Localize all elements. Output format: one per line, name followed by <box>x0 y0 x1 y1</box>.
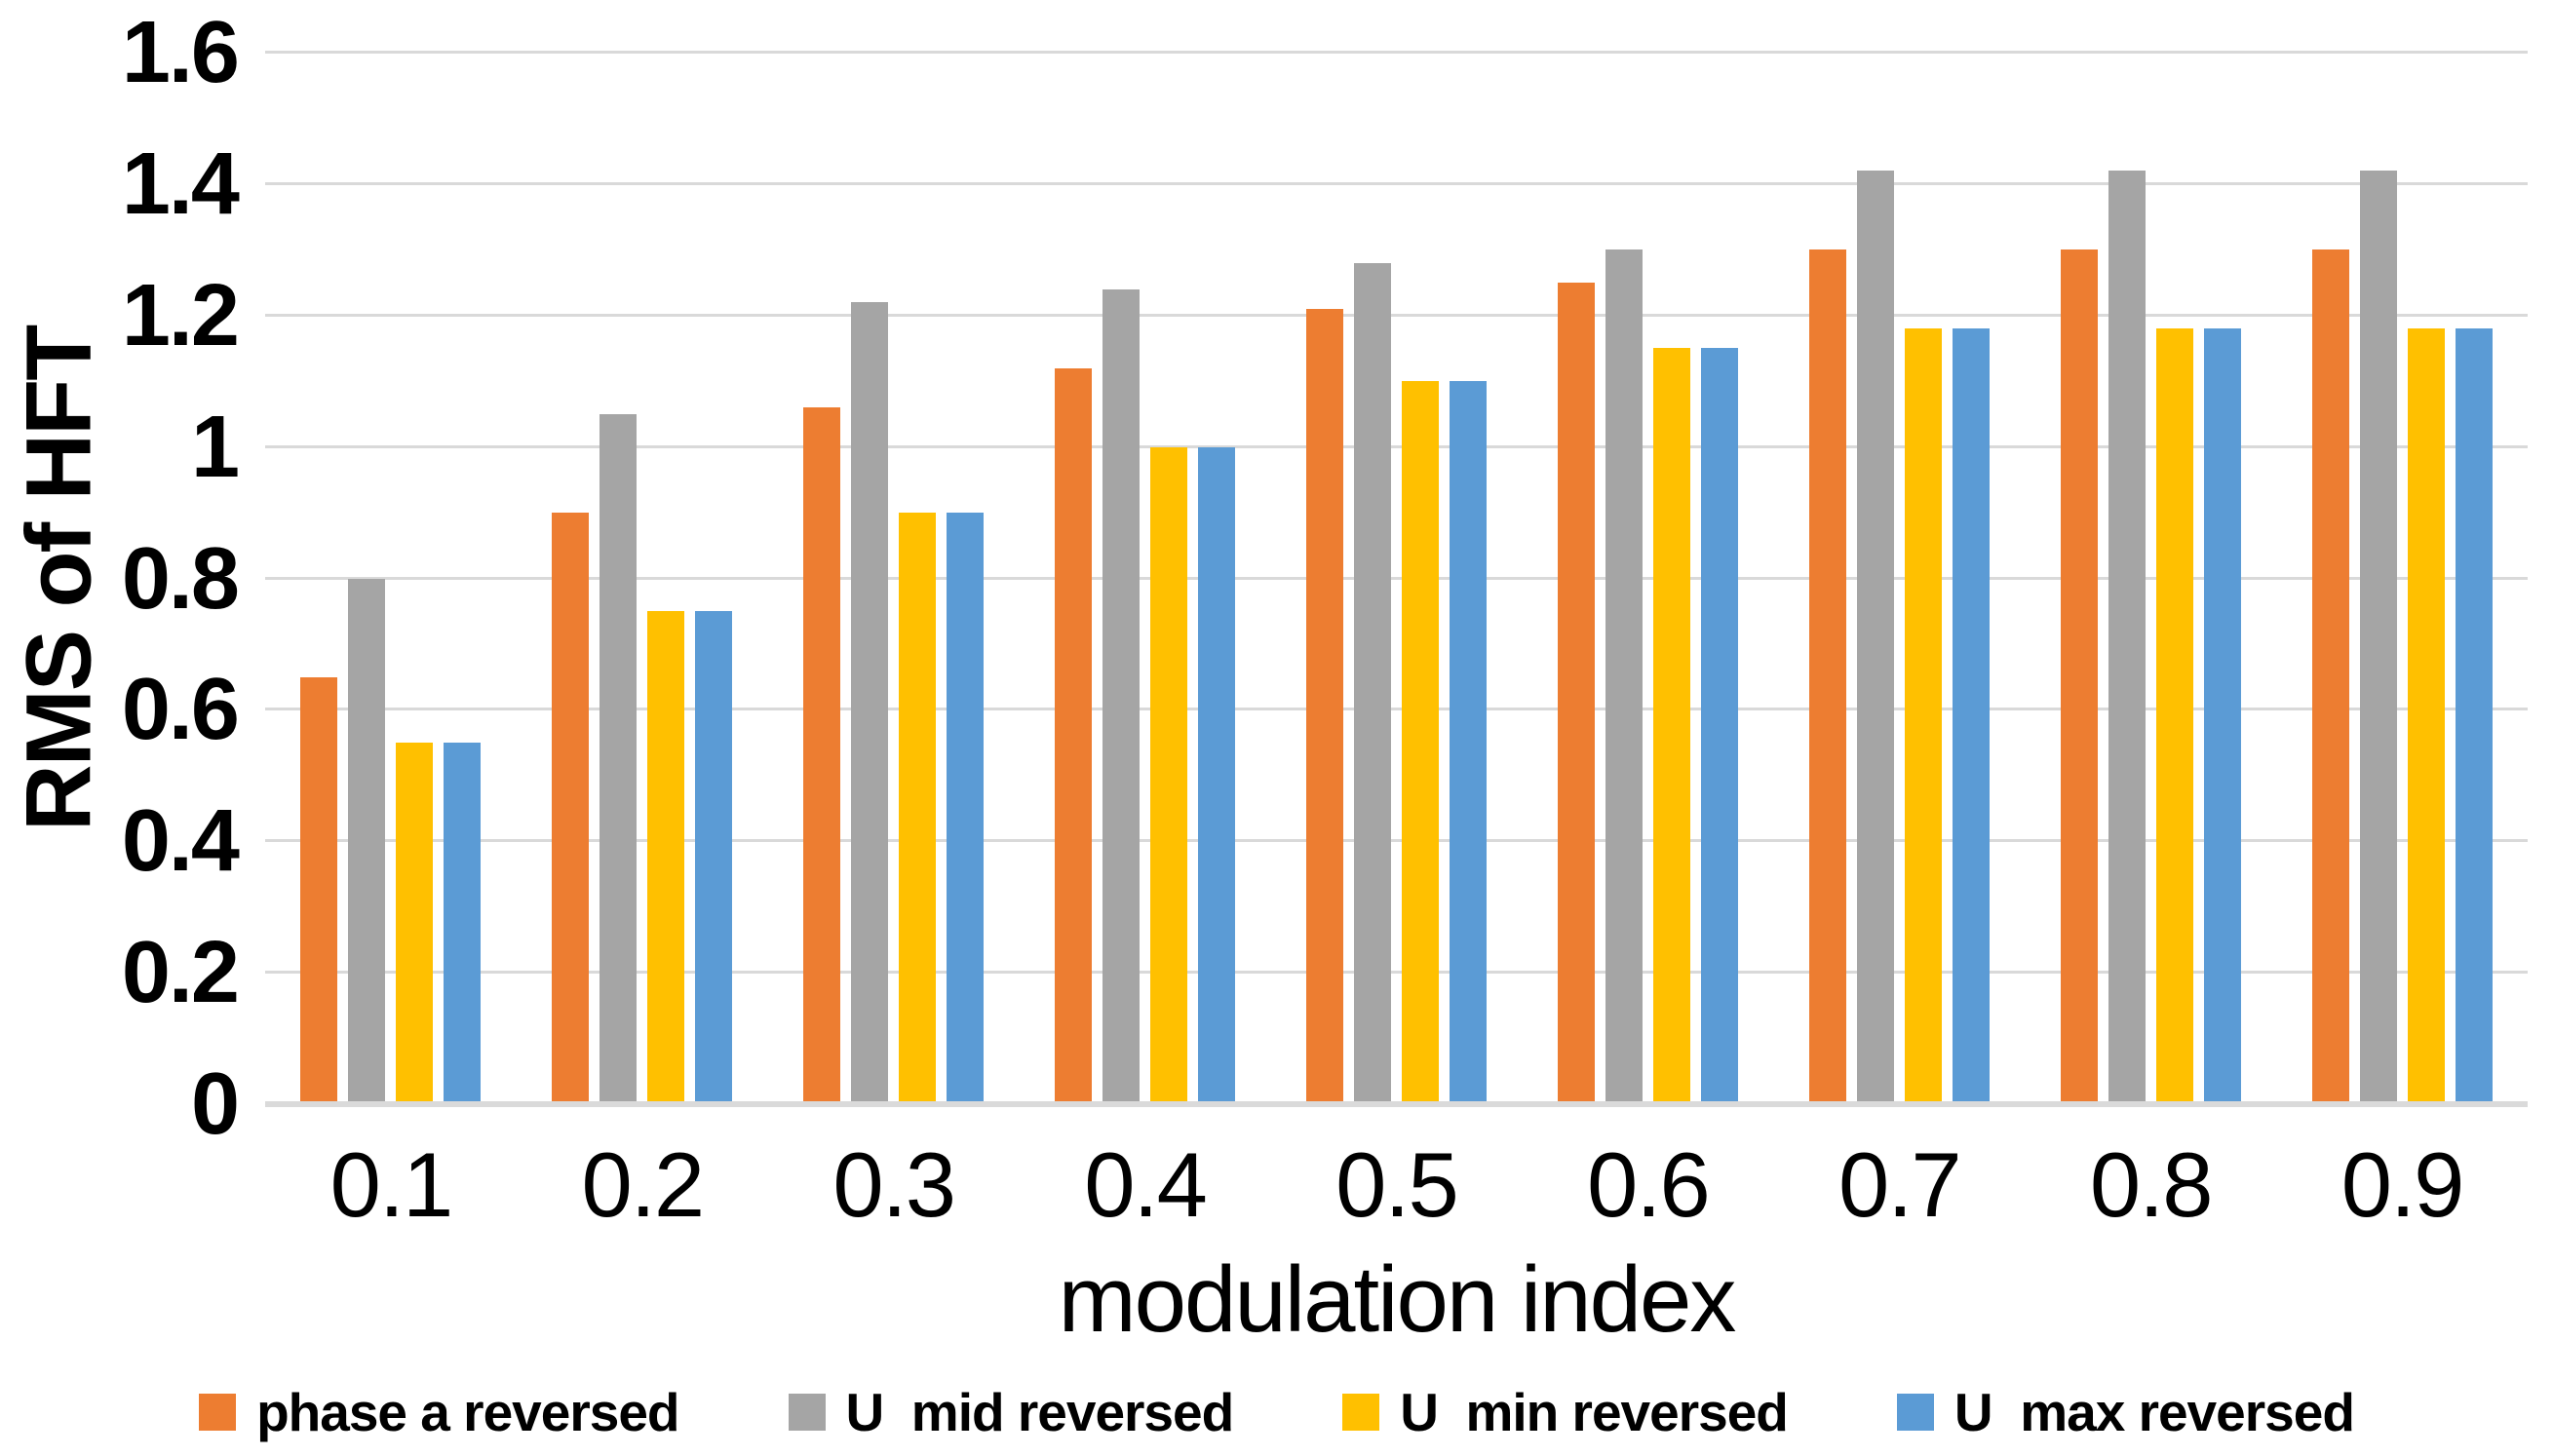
y-tick-label: 0.2 <box>121 924 240 1022</box>
bar <box>444 743 482 1104</box>
bar <box>1904 328 1942 1104</box>
x-axis-ticks: 0.1 0.2 0.3 0.4 0.5 0.6 0.7 0.8 0.9 <box>265 1133 2528 1236</box>
bar <box>2311 249 2349 1104</box>
bar-group <box>2025 53 2276 1104</box>
bar <box>1055 367 1093 1104</box>
bar <box>552 513 590 1104</box>
bar-series-area <box>265 53 2528 1104</box>
legend-swatch <box>1896 1394 1934 1431</box>
bar <box>2455 328 2493 1104</box>
legend-item: phase a reversed <box>199 1381 680 1442</box>
bar-group <box>1773 53 2025 1104</box>
x-axis-title: modulation index <box>1058 1247 1737 1352</box>
legend-item: U max reversed <box>1896 1381 2355 1442</box>
gridline <box>265 181 2528 185</box>
bar <box>300 676 338 1104</box>
bar <box>1450 381 1487 1104</box>
bar-group <box>517 53 768 1104</box>
x-tick-label: 0.8 <box>2089 1133 2214 1236</box>
bar <box>2359 171 2397 1104</box>
bar <box>947 513 985 1104</box>
plot-area <box>265 51 2528 1107</box>
gridline <box>265 313 2528 317</box>
bar <box>1952 328 1990 1104</box>
gridline <box>265 576 2528 580</box>
legend: phase a reversed U mid reversed U min reve… <box>0 1382 2553 1442</box>
legend-swatch <box>788 1394 826 1431</box>
gridline <box>265 839 2528 843</box>
x-tick-label: 0.5 <box>1335 1133 1459 1236</box>
bar-group <box>265 53 517 1104</box>
legend-item: U min reversed <box>1342 1381 1789 1442</box>
x-tick-label: 0.6 <box>1587 1133 1711 1236</box>
x-tick-label: 0.3 <box>832 1133 956 1236</box>
bar-group <box>1271 53 1523 1104</box>
y-tick-label: 0.8 <box>121 529 240 628</box>
bar <box>2155 328 2193 1104</box>
legend-item: U mid reversed <box>788 1381 1235 1442</box>
bar <box>851 302 889 1104</box>
x-axis-line <box>265 1101 2528 1107</box>
y-tick-label: 1 <box>190 398 240 496</box>
bar <box>396 743 434 1104</box>
bar <box>1700 348 1738 1104</box>
bar <box>1856 171 1894 1104</box>
y-tick-label: 1.4 <box>121 134 240 233</box>
gridline <box>265 708 2528 711</box>
legend-label: U max reversed <box>1953 1381 2355 1442</box>
bar <box>2060 249 2098 1104</box>
legend-label: U mid reversed <box>845 1381 1235 1442</box>
x-tick-label: 0.9 <box>2340 1133 2465 1236</box>
legend-label: phase a reversed <box>256 1381 679 1442</box>
x-tick-label: 0.4 <box>1084 1133 1208 1236</box>
bar <box>1150 446 1188 1104</box>
bar <box>1808 249 1846 1104</box>
bar <box>2108 171 2146 1104</box>
bar <box>695 611 733 1104</box>
legend-swatch <box>199 1394 237 1431</box>
gridline <box>265 51 2528 54</box>
y-tick-label: 1.6 <box>121 4 240 101</box>
bar <box>1354 262 1391 1104</box>
legend-swatch <box>1342 1394 1380 1431</box>
bar <box>1102 288 1141 1104</box>
bar <box>2407 328 2445 1104</box>
bar <box>1652 348 1690 1104</box>
bar-group <box>1522 53 1773 1104</box>
bar-group <box>768 53 1020 1104</box>
bar <box>899 513 937 1104</box>
bar-group <box>1020 53 1271 1104</box>
bar-group <box>2276 53 2528 1104</box>
bar <box>348 578 386 1104</box>
gridline <box>265 444 2528 448</box>
bar <box>2203 328 2241 1104</box>
x-tick-label: 0.2 <box>581 1133 705 1236</box>
legend-label: U min reversed <box>1400 1381 1789 1442</box>
y-tick-label: 0 <box>190 1055 240 1153</box>
y-tick-label: 0.4 <box>121 792 240 891</box>
gridline <box>265 971 2528 975</box>
bar <box>803 407 841 1104</box>
bar <box>1605 249 1643 1104</box>
y-tick-label: 1.2 <box>121 266 240 364</box>
y-axis-ticks: 0 0.2 0.4 0.6 0.8 1 1.2 1.4 1.6 <box>0 9 240 1148</box>
x-tick-label: 0.7 <box>1837 1133 1962 1236</box>
bar <box>1198 446 1236 1104</box>
y-tick-label: 0.6 <box>121 661 240 759</box>
x-tick-label: 0.1 <box>329 1133 454 1236</box>
bar <box>647 611 685 1104</box>
bar <box>1306 309 1343 1104</box>
bar <box>1402 381 1439 1104</box>
bar <box>1557 283 1595 1104</box>
bar <box>600 413 638 1104</box>
